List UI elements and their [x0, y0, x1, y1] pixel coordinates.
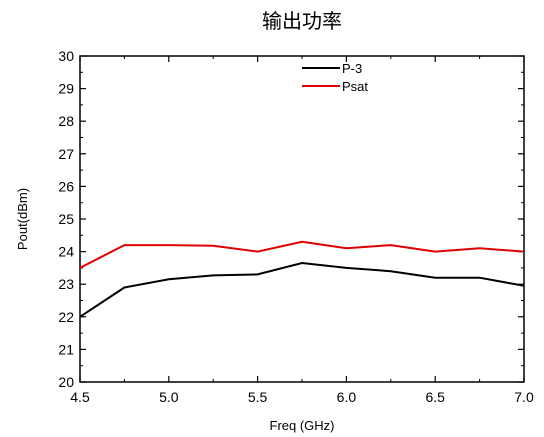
x-tick-label: 5.5	[248, 389, 268, 405]
series-lines	[79, 240, 525, 318]
x-tick-label: 7.0	[514, 389, 534, 405]
y-axis-label: Pout(dBm)	[15, 188, 30, 250]
plot-frame	[79, 55, 525, 383]
y-tick-label: 30	[58, 48, 74, 64]
y-tick-label: 27	[58, 146, 74, 162]
y-tick-label: 22	[58, 309, 74, 325]
y-tick-label: 23	[58, 276, 74, 292]
y-tick-label: 24	[58, 244, 74, 260]
legend-label: Psat	[342, 79, 368, 94]
series-line-psat	[79, 240, 525, 269]
legend-label: P-3	[342, 61, 362, 76]
chart-title: 输出功率	[262, 9, 342, 33]
y-tick-label: 28	[58, 113, 74, 129]
y-tick-label: 20	[58, 374, 74, 390]
x-tick-label: 6.0	[337, 389, 357, 405]
y-tick-label: 21	[58, 341, 74, 357]
series-line-p-3	[79, 261, 525, 318]
x-tick-labels: 4.5 5.0 5.5 6.0 6.5 7.0	[70, 389, 534, 405]
x-tick-label: 4.5	[70, 389, 90, 405]
x-axis-label: Freq (GHz)	[270, 418, 335, 433]
axis-ticks	[79, 55, 525, 383]
y-tick-label: 26	[58, 178, 74, 194]
x-tick-label: 5.0	[159, 389, 179, 405]
y-tick-label: 25	[58, 211, 74, 227]
legend: P-3 Psat	[302, 61, 368, 94]
y-tick-labels: 20 21 22 23 24 25 26 27 28 29 30	[58, 48, 74, 390]
y-tick-label: 29	[58, 81, 74, 97]
x-tick-label: 6.5	[425, 389, 445, 405]
